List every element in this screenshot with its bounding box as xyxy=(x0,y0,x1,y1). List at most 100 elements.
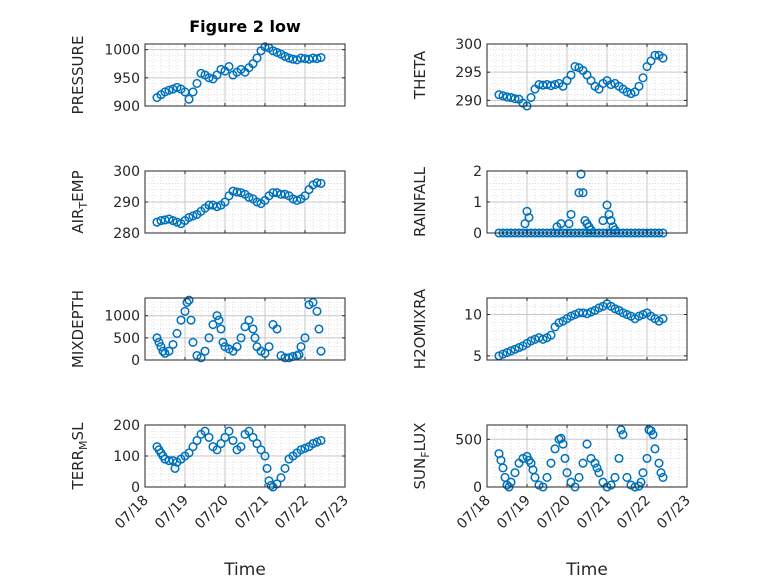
data-point xyxy=(526,92,536,103)
data-point xyxy=(264,342,274,352)
data-point xyxy=(236,333,246,343)
y-tick-label: 0 xyxy=(473,226,482,242)
y-tick-label: 280 xyxy=(113,226,140,242)
data-point xyxy=(186,315,196,325)
data-point xyxy=(240,322,250,332)
data-point xyxy=(578,458,588,468)
data-point xyxy=(520,219,530,229)
data-point xyxy=(204,73,214,83)
data-point xyxy=(262,463,272,473)
data-point xyxy=(312,54,322,64)
data-point xyxy=(300,333,310,343)
data-point xyxy=(312,437,322,447)
data-point xyxy=(224,61,234,72)
data-point xyxy=(212,311,222,321)
data-point xyxy=(152,217,162,227)
data-point xyxy=(610,472,620,483)
data-point xyxy=(594,468,604,478)
data-point xyxy=(550,444,560,454)
y-axis-label: H2OMIXRA xyxy=(411,288,429,369)
data-point xyxy=(248,432,258,442)
data-point xyxy=(524,212,534,223)
data-point xyxy=(170,463,180,473)
data-point xyxy=(562,468,572,478)
data-point xyxy=(232,187,242,197)
data-point xyxy=(610,225,620,235)
data-point xyxy=(284,353,294,363)
data-point xyxy=(250,333,260,343)
data-point xyxy=(506,477,516,487)
data-point xyxy=(232,342,242,352)
data-point xyxy=(192,435,202,446)
data-point xyxy=(168,216,178,226)
y-tick-label: 290 xyxy=(113,195,140,211)
y-tick-label: 300 xyxy=(113,164,140,180)
data-point xyxy=(214,315,224,325)
data-point xyxy=(308,439,318,449)
data-point xyxy=(280,463,290,473)
data-point xyxy=(158,346,168,356)
data-point xyxy=(188,211,198,221)
series-markers xyxy=(494,299,668,361)
data-point xyxy=(264,476,274,486)
data-point xyxy=(638,73,648,83)
data-point xyxy=(152,333,162,343)
data-point xyxy=(272,324,282,334)
data-point xyxy=(546,81,556,91)
data-point xyxy=(564,219,574,229)
data-point xyxy=(182,297,192,307)
data-point xyxy=(498,463,508,473)
data-point xyxy=(510,468,520,478)
data-point xyxy=(204,432,214,442)
data-point xyxy=(510,94,520,104)
data-point xyxy=(556,433,566,443)
data-point xyxy=(184,212,194,223)
data-point xyxy=(542,472,552,483)
data-point xyxy=(188,442,198,452)
data-point xyxy=(616,425,626,435)
y-tick-label: 950 xyxy=(113,71,140,87)
data-point xyxy=(546,458,556,468)
data-point xyxy=(592,463,602,473)
data-point xyxy=(176,315,186,325)
data-point xyxy=(582,439,592,449)
y-axis-label: MIXDEPTH xyxy=(69,290,87,368)
data-point xyxy=(658,53,668,63)
data-point xyxy=(296,342,306,352)
data-point xyxy=(618,429,628,440)
y-tick-label: 500 xyxy=(455,432,482,448)
data-point xyxy=(212,202,222,212)
y-tick-label: 10 xyxy=(464,308,482,324)
data-point xyxy=(586,225,596,235)
data-point xyxy=(314,324,324,334)
data-point xyxy=(224,426,234,436)
data-point xyxy=(248,324,258,334)
plot-area xyxy=(145,44,345,106)
data-point xyxy=(316,178,326,188)
data-point xyxy=(188,87,198,97)
data-point xyxy=(658,314,668,324)
data-point xyxy=(558,439,568,449)
x-axis-label: Time xyxy=(223,560,266,580)
data-point xyxy=(634,81,644,91)
data-point xyxy=(260,451,270,461)
series-markers xyxy=(152,426,326,492)
data-point xyxy=(208,320,218,330)
data-point xyxy=(312,306,322,316)
chart-title: Figure 2 low xyxy=(189,17,301,36)
axes-box xyxy=(144,297,346,361)
data-point xyxy=(188,337,198,347)
y-tick-label: 290 xyxy=(455,93,482,109)
data-point xyxy=(522,206,532,216)
data-point xyxy=(614,453,624,463)
subplot-theta: 290 295 300 THETA xyxy=(411,37,688,111)
data-point xyxy=(164,214,174,224)
series-markers xyxy=(152,178,326,229)
y-tick-label: 0 xyxy=(131,480,140,496)
y-axis-label: AIRTEMP xyxy=(69,170,90,233)
data-point xyxy=(168,339,178,350)
x-axis-label: Time xyxy=(565,560,608,580)
data-point xyxy=(566,209,576,219)
data-point xyxy=(296,445,306,455)
